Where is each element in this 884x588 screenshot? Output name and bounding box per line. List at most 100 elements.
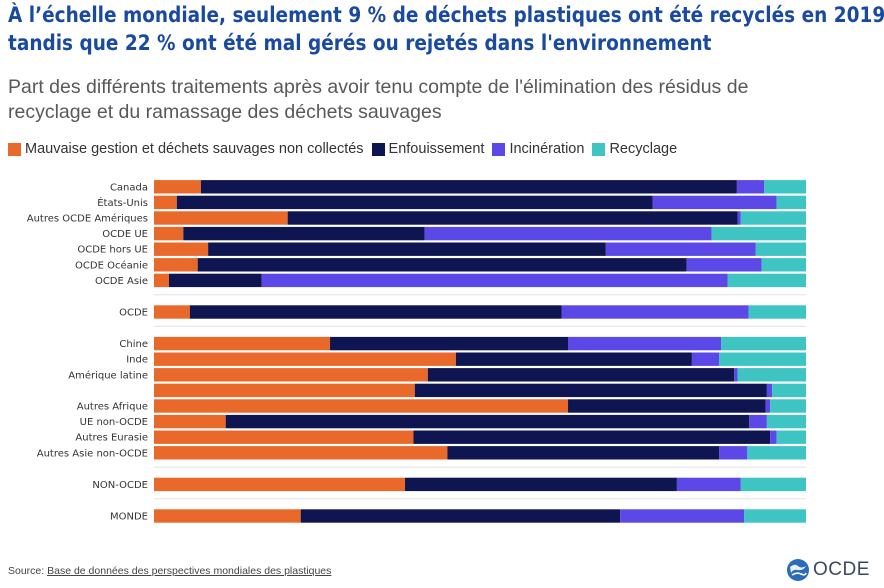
bar-segment-ue-non-ocde-recycling — [766, 414, 806, 429]
bar-segment-chine-incineration — [568, 336, 722, 351]
bar-segment-ocde-recycling — [748, 305, 806, 319]
bar-row-non-ocde: NON-OCDE — [92, 477, 806, 492]
bar-row-etats-unis: États-Unis — [97, 195, 806, 210]
row-label-ocde-asie: OCDE Asie — [95, 276, 148, 287]
source-link[interactable]: Base de données des perspectives mondial… — [47, 565, 332, 577]
legend-item-landfill: Enfouissement — [371, 141, 485, 157]
bar-row-ocde-asie: OCDE Asie — [95, 273, 806, 288]
bar-segment-monde-landfill — [300, 509, 621, 523]
bar-segment-canada-incineration — [736, 180, 765, 194]
bar-segment-chine-recycling — [721, 336, 806, 351]
bar-segment-autres-afrique-landfill — [568, 399, 766, 413]
row-label-ocde-hors-ue: OCDE hors UE — [77, 245, 148, 256]
bar-segment-unlabeled-mismanaged — [154, 383, 415, 398]
bar-row-inde: Inde — [126, 352, 806, 366]
bar-segment-autres-ocde-ameriques-landfill — [287, 211, 738, 225]
bar-segment-inde-mismanaged — [154, 352, 456, 366]
row-label-ocde-ue: OCDE UE — [102, 229, 148, 240]
bar-row-monde: MONDE — [110, 509, 806, 523]
row-label-etats-unis: États-Unis — [97, 196, 148, 209]
bar-segment-ocde-asie-recycling — [727, 273, 806, 288]
bar-segment-ocde-oceanie-landfill — [197, 258, 687, 272]
bar-segment-non-ocde-recycling — [740, 477, 806, 492]
bar-segment-autres-asie-non-ocde-mismanaged — [154, 446, 448, 460]
bar-segment-autres-ocde-ameriques-mismanaged — [154, 211, 288, 225]
ocde-logo: OCDE — [786, 558, 870, 582]
bar-segment-ocde-hors-ue-recycling — [755, 242, 806, 256]
source-label: Source: — [8, 565, 45, 577]
bar-segment-unlabeled-incineration — [766, 383, 773, 398]
bar-row-ocde-hors-ue: OCDE hors UE — [77, 242, 806, 256]
row-label-autres-eurasie: Autres Eurasie — [75, 433, 148, 444]
bar-segment-ocde-oceanie-mismanaged — [154, 258, 198, 272]
source-note: Source: Base de données des perspectives… — [8, 565, 331, 577]
stacked-bar-chart: Canada États-Unis Autres OCDE Amériques OCD… — [27, 180, 806, 523]
bar-segment-non-ocde-landfill — [405, 477, 677, 492]
bar-row-ocde-oceanie: OCDE Océanie — [75, 258, 806, 272]
bar-segment-amerique-latine-landfill — [427, 368, 735, 382]
bar-segment-chine-landfill — [330, 336, 569, 351]
bar-segment-ocde-hors-ue-incineration — [605, 242, 756, 256]
chart-legend: Mauvaise gestion et déchets sauvages non… — [8, 140, 685, 158]
title-line-2: tandis que 22 % ont été mal gérés ou rej… — [8, 31, 712, 56]
bar-segment-ocde-ue-recycling — [711, 226, 806, 241]
row-label-autres-ocde-ameriques: Autres OCDE Amériques — [27, 213, 148, 225]
bar-segment-non-ocde-mismanaged — [154, 477, 406, 492]
row-label-monde: MONDE — [110, 512, 148, 523]
bar-segment-ocde-asie-incineration — [261, 273, 728, 288]
bar-segment-autres-ocde-ameriques-incineration — [737, 211, 741, 225]
bar-segment-autres-asie-non-ocde-recycling — [747, 446, 806, 460]
bar-segment-inde-recycling — [719, 352, 806, 366]
legend-label-landfill: Enfouissement — [388, 141, 485, 157]
legend-label-recycling: Recyclage — [609, 141, 678, 157]
bar-segment-autres-asie-non-ocde-landfill — [447, 446, 720, 460]
title-line-1: À l’échelle mondiale, seulement 9 % de d… — [8, 3, 884, 28]
bar-segment-amerique-latine-mismanaged — [154, 368, 428, 382]
bar-segment-ocde-landfill — [189, 305, 562, 319]
bar-row-chine: Chine — [119, 336, 806, 351]
row-label-non-ocde: NON-OCDE — [92, 480, 148, 491]
legend-label-incineration: Incinération — [509, 141, 585, 157]
bar-segment-canada-landfill — [200, 180, 737, 194]
bar-row-canada: Canada — [110, 180, 806, 194]
bar-segment-ocde-mismanaged — [154, 305, 190, 319]
bar-row-amerique-latine: Amérique latine — [68, 368, 806, 382]
bar-segment-ocde-incineration — [561, 305, 749, 319]
bar-segment-autres-afrique-recycling — [770, 399, 806, 413]
bar-row-autres-afrique: Autres Afrique — [77, 399, 806, 413]
bar-segment-unlabeled-recycling — [772, 383, 806, 398]
bar-segment-ocde-oceanie-recycling — [761, 258, 806, 272]
bar-segment-canada-recycling — [764, 180, 806, 194]
legend-swatch-recycling — [592, 142, 606, 156]
chart-subtitle: Part des différents traitements après av… — [8, 75, 878, 125]
legend-item-incineration: Incinération — [492, 141, 584, 157]
row-label-inde: Inde — [126, 355, 148, 366]
bar-segment-ocde-ue-incineration — [424, 226, 712, 241]
bar-segment-monde-recycling — [744, 509, 806, 523]
legend-item-mismanaged: Mauvaise gestion et déchets sauvages non… — [8, 141, 364, 157]
bar-row-autres-eurasie: Autres Eurasie — [75, 430, 806, 444]
bar-segment-unlabeled-landfill — [414, 383, 767, 398]
bar-segment-autres-asie-non-ocde-incineration — [719, 446, 748, 460]
row-label-canada: Canada — [110, 182, 148, 193]
row-label-chine: Chine — [119, 339, 148, 350]
legend-item-recycling: Recyclage — [592, 141, 677, 157]
legend-swatch-mismanaged — [8, 142, 21, 156]
bar-segment-autres-afrique-incineration — [765, 399, 771, 413]
bar-segment-amerique-latine-incineration — [734, 368, 738, 382]
bar-segment-ocde-asie-landfill — [169, 273, 262, 288]
bar-segment-autres-eurasie-incineration — [770, 430, 777, 444]
bar-segment-etats-unis-landfill — [176, 195, 653, 210]
bar-segment-autres-ocde-ameriques-recycling — [740, 211, 806, 225]
bar-segment-ocde-ue-mismanaged — [154, 226, 184, 241]
legend-swatch-incineration — [492, 142, 506, 156]
bar-row-ocde-ue: OCDE UE — [102, 226, 806, 241]
row-label-ue-non-ocde: UE non-OCDE — [80, 417, 148, 428]
legend-swatch-landfill — [371, 142, 385, 156]
bar-segment-monde-mismanaged — [154, 509, 301, 523]
row-label-autres-afrique: Autres Afrique — [77, 402, 148, 413]
row-label-amerique-latine: Amérique latine — [68, 369, 148, 381]
bar-segment-monde-incineration — [620, 509, 745, 523]
bar-row-autres-ocde-ameriques: Autres OCDE Amériques — [27, 211, 806, 225]
bar-segment-non-ocde-incineration — [676, 477, 741, 492]
